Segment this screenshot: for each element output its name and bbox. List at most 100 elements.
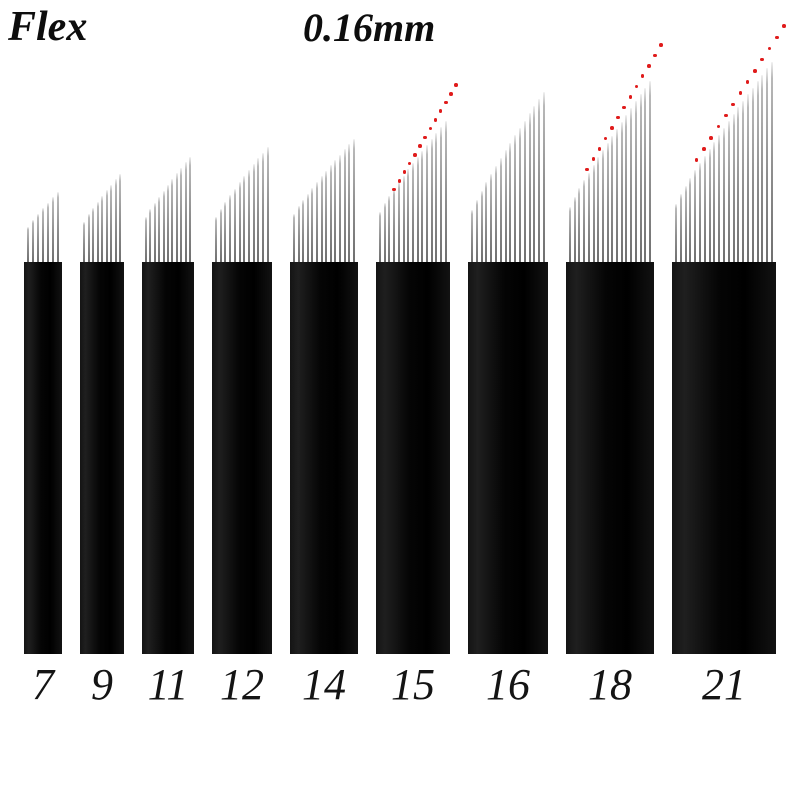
needle-pin bbox=[639, 94, 642, 262]
needle-pin bbox=[471, 209, 473, 262]
needle-pin bbox=[393, 189, 396, 262]
needle-pin bbox=[158, 196, 161, 262]
needle-pin bbox=[297, 206, 300, 262]
needle-pin bbox=[518, 127, 521, 262]
needle-pin bbox=[293, 213, 295, 262]
red-dot bbox=[628, 95, 632, 99]
needle-count-label: 7 bbox=[32, 659, 54, 709]
red-dot bbox=[622, 105, 626, 110]
needle-column: 15 bbox=[376, 83, 458, 708]
needle-pin bbox=[311, 187, 314, 262]
needle-pin bbox=[770, 61, 773, 262]
needle-pin bbox=[694, 170, 697, 262]
red-dot bbox=[745, 80, 750, 84]
needle-pin bbox=[343, 149, 346, 262]
needle-pin bbox=[171, 178, 174, 262]
needle-pin bbox=[262, 152, 265, 262]
needle-pin bbox=[499, 158, 502, 262]
red-dot bbox=[449, 92, 453, 96]
needle-pin bbox=[722, 127, 725, 262]
needle-count-label: 11 bbox=[147, 659, 189, 709]
needle-pin bbox=[153, 202, 156, 262]
needle-pin bbox=[430, 138, 433, 262]
needle-pin bbox=[480, 190, 483, 262]
red-dot bbox=[423, 135, 427, 140]
needle-count-label: 16 bbox=[486, 659, 530, 709]
needle-pin bbox=[435, 132, 438, 262]
needle-pin bbox=[114, 179, 117, 262]
red-dot bbox=[392, 187, 396, 192]
needle-pin bbox=[426, 144, 429, 262]
needle-pin bbox=[625, 114, 628, 262]
needle-pin bbox=[397, 182, 400, 262]
needle-pin bbox=[583, 180, 586, 262]
needle-pin bbox=[761, 74, 764, 262]
needle-pin bbox=[751, 87, 754, 262]
red-dot bbox=[433, 118, 438, 122]
needle-pin bbox=[509, 142, 512, 262]
red-dot bbox=[591, 157, 595, 161]
needle-pin bbox=[27, 226, 29, 262]
red-dot bbox=[454, 83, 458, 87]
needle-pin bbox=[569, 206, 571, 262]
needle-handle bbox=[376, 261, 450, 654]
needle-pin bbox=[421, 150, 424, 262]
needle-pin bbox=[306, 193, 309, 262]
needle-pin bbox=[252, 164, 255, 262]
needle-pin bbox=[215, 216, 217, 262]
needle-handle bbox=[566, 261, 654, 654]
needle-pin bbox=[644, 87, 647, 262]
needle-column: 21 bbox=[672, 24, 786, 708]
needle-pin bbox=[679, 194, 682, 262]
needle-pin bbox=[32, 219, 34, 262]
needle-handle bbox=[142, 261, 194, 654]
needle-pin bbox=[592, 164, 595, 262]
red-dot bbox=[716, 124, 721, 129]
needle-pin bbox=[243, 176, 246, 262]
needle-pin bbox=[110, 184, 112, 262]
needle-handle bbox=[290, 261, 358, 654]
needle-pin bbox=[538, 98, 541, 262]
needle-pin bbox=[219, 208, 222, 262]
red-dot bbox=[731, 102, 735, 107]
needle-pin bbox=[597, 157, 600, 262]
needle-handle bbox=[24, 261, 62, 654]
needle-pin bbox=[732, 114, 735, 262]
needle-pin bbox=[689, 178, 692, 262]
needle-handle bbox=[80, 261, 124, 654]
needle-pin bbox=[379, 211, 381, 262]
needle-pin bbox=[675, 203, 677, 262]
red-dot bbox=[738, 91, 743, 95]
needle-pin bbox=[490, 173, 493, 262]
needle-pin bbox=[578, 188, 581, 262]
needle-pin bbox=[606, 142, 609, 262]
red-dot bbox=[694, 158, 699, 162]
needle-pin bbox=[334, 159, 337, 262]
needle-pin bbox=[302, 199, 305, 262]
red-dot bbox=[413, 153, 417, 157]
needle-pins bbox=[24, 191, 62, 262]
needle-pin bbox=[87, 214, 90, 262]
needle-pin bbox=[383, 203, 386, 262]
red-dot bbox=[653, 53, 657, 58]
red-dot bbox=[709, 136, 713, 140]
needle-pin bbox=[416, 156, 419, 262]
needle-diameter-label: 0.16mm bbox=[303, 5, 436, 50]
needle-pin bbox=[616, 128, 619, 262]
red-dot bbox=[640, 74, 645, 78]
needle-pin bbox=[320, 176, 323, 262]
needle-pin bbox=[402, 175, 405, 262]
red-dot bbox=[402, 170, 407, 174]
red-dot bbox=[603, 136, 608, 141]
needle-pin bbox=[444, 120, 447, 262]
needle-pin bbox=[756, 81, 759, 262]
needle-pin bbox=[601, 150, 604, 262]
needle-pin bbox=[727, 120, 730, 262]
needle-pins bbox=[212, 146, 272, 262]
needle-pin bbox=[407, 169, 410, 262]
needle-column: 18 bbox=[566, 43, 663, 708]
needle-pin bbox=[229, 195, 232, 262]
needle-pin bbox=[587, 172, 590, 262]
needle-pin bbox=[348, 144, 351, 262]
needle-handle bbox=[468, 261, 548, 654]
